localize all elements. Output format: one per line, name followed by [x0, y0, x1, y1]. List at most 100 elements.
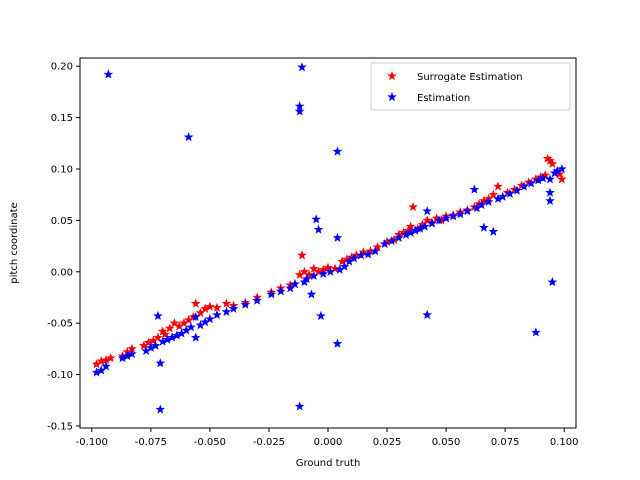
y-tick-label: 0.00: [51, 267, 73, 278]
data-point: [228, 303, 239, 313]
data-point: [313, 224, 324, 234]
data-point: [531, 327, 541, 337]
data-point: [379, 238, 390, 249]
y-axis-ticks: -0.15 -0.10 -0.05 0.00 0.05 0.10 0.15 0.20: [47, 62, 80, 432]
data-point: [155, 358, 166, 368]
data-point: [422, 206, 433, 216]
data-point: [306, 289, 317, 299]
data-point: [469, 184, 480, 194]
data-point: [275, 286, 286, 296]
data-point: [363, 249, 373, 259]
data-point: [547, 158, 558, 168]
data-point: [356, 250, 366, 260]
legend-label: Estimation: [417, 93, 470, 104]
data-point: [538, 173, 548, 183]
data-point: [441, 213, 451, 223]
y-tick-label: 0.15: [51, 113, 73, 124]
x-tick-label: 0.000: [314, 437, 343, 448]
data-point: [370, 246, 381, 256]
data-point: [420, 221, 430, 231]
data-point: [372, 242, 383, 252]
data-point: [318, 268, 329, 278]
data-point: [186, 322, 196, 332]
y-tick-label: -0.05: [47, 319, 73, 330]
data-point: [190, 298, 201, 308]
data-point: [545, 187, 555, 197]
y-tick-label: -0.10: [47, 370, 73, 381]
data-point: [212, 302, 222, 312]
data-point: [332, 232, 343, 242]
data-point: [427, 218, 437, 228]
x-tick-label: -0.100: [76, 437, 108, 448]
data-point: [519, 181, 529, 191]
plot-area: [80, 58, 576, 428]
data-point: [545, 195, 555, 205]
data-point: [290, 279, 300, 289]
data-point: [266, 289, 277, 299]
x-tick-label: 0.075: [491, 437, 520, 448]
data-point: [221, 298, 232, 308]
legend-marker: [387, 91, 397, 102]
data-point: [153, 310, 163, 321]
data-point: [526, 178, 536, 188]
legend: Surrogate Estimation Estimation: [370, 62, 571, 111]
data-point: [394, 232, 404, 242]
data-point: [221, 306, 232, 316]
data-point: [434, 215, 444, 225]
data-point: [155, 404, 166, 414]
x-axis-label: Ground truth: [296, 458, 361, 469]
data-point: [311, 214, 321, 224]
data-point: [205, 301, 215, 311]
data-point: [483, 196, 494, 206]
data-point: [316, 310, 326, 321]
data-point: [476, 199, 487, 210]
data-point: [252, 295, 262, 305]
data-point: [160, 329, 170, 339]
y-tick-label: 0.05: [51, 216, 73, 227]
x-tick-label: 0.025: [373, 437, 402, 448]
y-tick-label: -0.15: [47, 421, 73, 432]
data-point: [512, 185, 522, 195]
y-tick-label: 0.10: [51, 165, 73, 176]
x-tick-label: 0.050: [432, 437, 461, 448]
data-point: [183, 132, 194, 142]
data-point: [153, 332, 163, 342]
data-point: [386, 235, 397, 246]
data-point: [304, 269, 314, 279]
data-point: [557, 174, 567, 184]
data-point: [479, 222, 489, 232]
data-point: [488, 189, 499, 199]
data-point: [297, 62, 307, 72]
data-point: [545, 174, 555, 184]
legend-marker: [387, 70, 397, 81]
data-point: [240, 299, 251, 309]
series-1: [91, 62, 567, 414]
data-point: [505, 188, 515, 198]
data-point: [493, 181, 503, 191]
data-point: [332, 338, 343, 348]
data-point: [448, 211, 458, 221]
data-point: [330, 263, 340, 273]
data-point: [557, 163, 567, 174]
data-point: [190, 311, 201, 322]
x-tick-label: -0.075: [135, 437, 167, 448]
data-point: [332, 146, 343, 156]
x-tick-label: -0.025: [253, 437, 285, 448]
data-point: [547, 277, 558, 287]
x-axis-ticks: -0.100 -0.075 -0.050 -0.025 0.000 0.025 0.050 0…: [76, 428, 579, 448]
data-point: [103, 69, 114, 79]
y-axis-label: pitch coordinate: [9, 202, 20, 283]
data-point: [294, 401, 305, 411]
data-point: [339, 261, 350, 271]
data-point: [101, 361, 111, 371]
y-tick-label: 0.20: [51, 62, 73, 73]
data-point: [212, 309, 222, 320]
x-tick-label: -0.050: [194, 437, 226, 448]
x-tick-label: 0.100: [550, 437, 579, 448]
data-point: [164, 323, 175, 333]
data-point: [205, 314, 215, 324]
data-point: [309, 270, 319, 280]
data-point: [299, 266, 310, 276]
legend-box: [370, 62, 571, 111]
